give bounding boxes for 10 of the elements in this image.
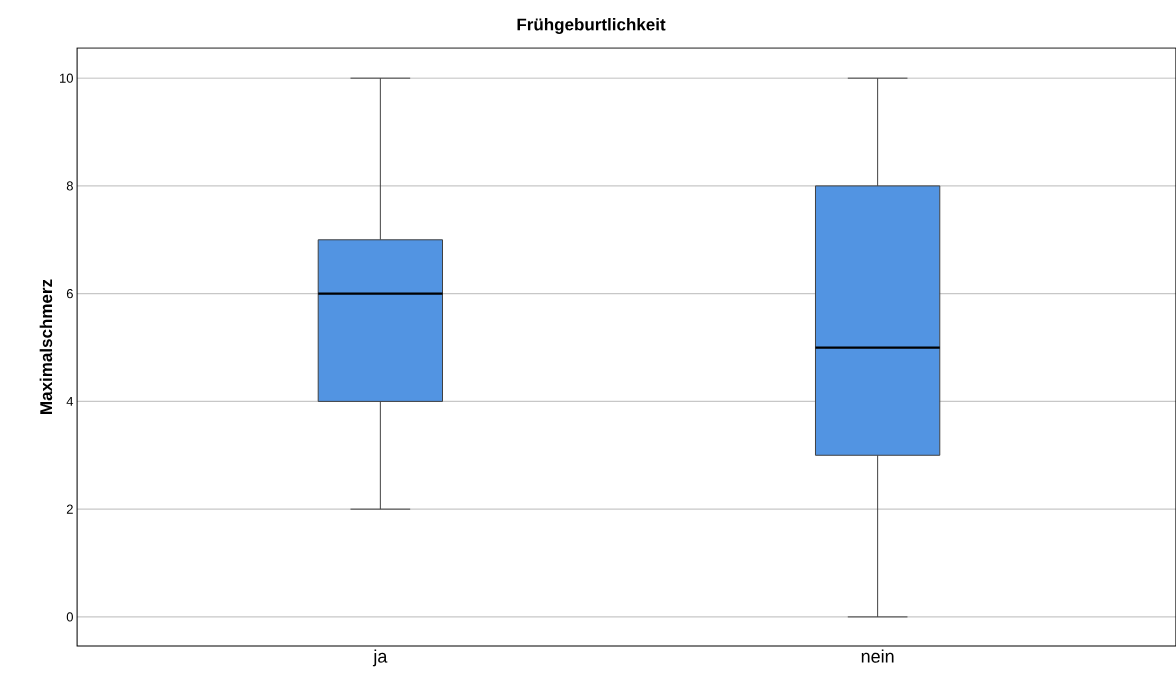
y-tick-label: 6 [66,289,73,299]
y-tick-label: 10 [60,73,73,83]
y-tick-label: 0 [66,612,73,622]
x-tick-label: nein [861,649,894,663]
y-axis-title: Maximalschmerz [39,279,53,414]
x-tick-label: ja [372,649,388,667]
chart-title: Frühgeburtlichkeit [517,18,666,34]
y-tick-label: 8 [66,181,73,191]
y-tick-label: 4 [66,396,74,406]
y-tick-label: 2 [66,504,73,514]
